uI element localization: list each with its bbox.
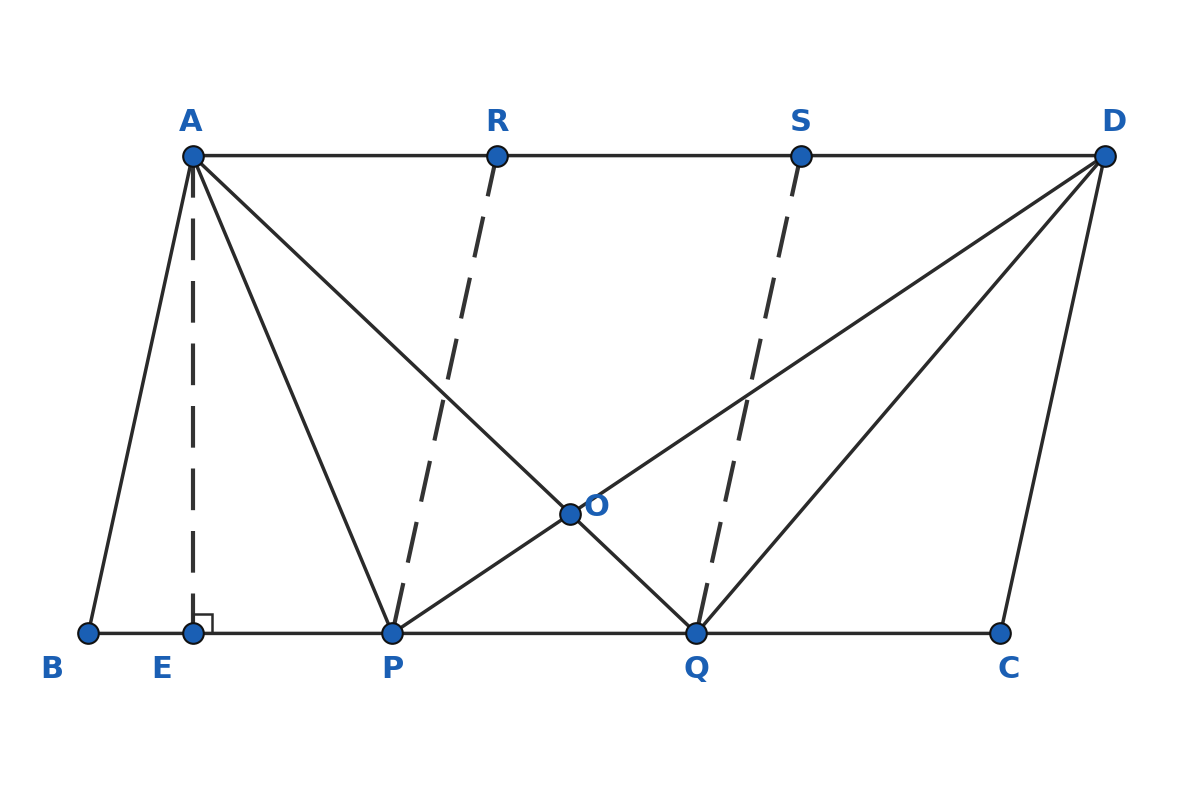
- Point: [687, 627, 706, 640]
- Point: [383, 627, 402, 640]
- Point: [1095, 149, 1114, 162]
- Point: [791, 149, 810, 162]
- Text: B: B: [41, 656, 63, 684]
- Text: S: S: [790, 108, 811, 137]
- Point: [183, 149, 202, 162]
- Point: [487, 149, 506, 162]
- Text: E: E: [152, 656, 173, 684]
- Point: [183, 627, 202, 640]
- Point: [991, 627, 1010, 640]
- Text: Q: Q: [684, 656, 710, 684]
- Text: P: P: [382, 656, 403, 684]
- Text: D: D: [1101, 108, 1126, 137]
- Point: [561, 507, 580, 520]
- Text: R: R: [484, 108, 508, 137]
- Text: A: A: [179, 108, 203, 137]
- Text: C: C: [999, 656, 1020, 684]
- Text: O: O: [583, 492, 610, 522]
- Point: [79, 627, 98, 640]
